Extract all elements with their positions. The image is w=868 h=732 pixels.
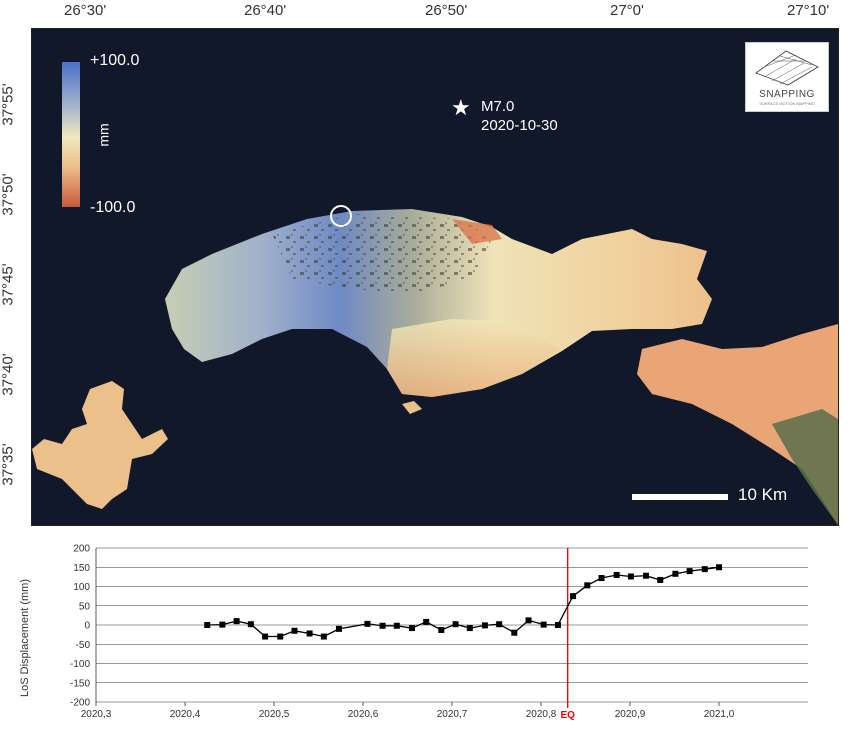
x-tick-label: 2020,5	[259, 709, 290, 720]
data-point	[320, 633, 327, 640]
lon-tick-label: 27°10'	[787, 2, 830, 19]
lat-tick-label: 37°50'	[0, 173, 17, 216]
data-point	[525, 617, 532, 624]
y-tick-label: 50	[79, 601, 91, 612]
x-tick-label: 2020,9	[615, 709, 646, 720]
snapping-logo: SNAPPING SURFACE MOTION MAPPING	[745, 42, 829, 112]
data-point	[408, 625, 415, 632]
series-line	[207, 566, 720, 638]
data-point	[204, 622, 211, 628]
data-point	[584, 582, 591, 589]
lon-tick-label: 26°40'	[244, 2, 287, 19]
data-point	[701, 566, 708, 573]
data-point	[466, 625, 473, 632]
legend-min-label: -100.0	[90, 199, 136, 216]
data-point	[291, 627, 298, 634]
data-point	[613, 571, 620, 578]
mesh-logo-icon	[755, 50, 819, 86]
data-point	[686, 568, 693, 575]
data-point	[627, 573, 634, 580]
earthquake-date: 2020-10-30	[481, 117, 558, 134]
island-shapes	[32, 205, 838, 525]
timeseries-location-marker[interactable]	[330, 205, 352, 227]
scale-bar-label: 10 Km	[738, 485, 788, 504]
color-scale-bar	[62, 62, 80, 207]
data-point	[364, 620, 371, 627]
lon-tick-label: 26°30'	[64, 2, 107, 19]
y-tick-label: -200	[70, 698, 90, 709]
data-point	[335, 625, 342, 632]
lon-tick-label: 27°0'	[610, 2, 644, 19]
displacement-map[interactable]: +100.0 -100.0 mm ★ M7.0 2020-10-30 SNAPP…	[31, 28, 839, 526]
x-tick-label: 2020,8	[526, 709, 557, 720]
data-point	[570, 593, 577, 600]
data-point	[247, 621, 254, 628]
data-point	[496, 621, 503, 628]
lon-tick-label: 26°50'	[425, 2, 468, 19]
data-point	[438, 627, 445, 634]
data-point	[554, 622, 561, 628]
y-tick-label: -50	[76, 640, 91, 651]
logo-subtitle: SURFACE MOTION MAPPING	[759, 101, 815, 106]
y-tick-label: 200	[73, 544, 90, 555]
west-islands	[32, 381, 168, 509]
y-tick-label: 150	[73, 563, 90, 574]
data-point	[306, 630, 313, 637]
data-point	[277, 633, 284, 640]
data-point	[511, 629, 518, 636]
data-point	[219, 621, 226, 628]
scale-bar	[632, 494, 728, 500]
data-point	[452, 621, 459, 628]
data-point	[379, 622, 386, 629]
data-point	[233, 618, 240, 625]
star-icon[interactable]: ★	[451, 95, 471, 120]
y-tick-label: 100	[73, 582, 90, 593]
eq-marker-label: EQ	[560, 710, 575, 721]
y-axis-label: LoS Displacement (mm)	[19, 579, 31, 697]
y-tick-label: -100	[70, 659, 90, 670]
earthquake-magnitude: M7.0	[481, 98, 515, 115]
lat-tick-label: 37°45'	[0, 263, 17, 306]
data-point	[423, 618, 430, 625]
y-tick-label: 0	[84, 621, 90, 632]
data-point	[716, 564, 722, 571]
x-tick-label: 2020,7	[437, 709, 468, 720]
legend-unit-label: mm	[95, 123, 112, 147]
data-point	[393, 622, 400, 629]
data-point	[598, 575, 605, 582]
legend-max-label: +100.0	[90, 52, 140, 69]
x-tick-label: 2021,0	[704, 709, 735, 720]
east-coastline	[637, 324, 838, 525]
lat-tick-label: 37°35'	[0, 443, 17, 486]
x-tick-label: 2020,6	[348, 709, 379, 720]
data-point	[481, 622, 488, 629]
logo-title: SNAPPING	[759, 89, 815, 100]
lat-tick-label: 37°55'	[0, 83, 17, 126]
data-point	[643, 572, 650, 579]
data-point	[262, 633, 269, 640]
earthquake-label: M7.0 2020-10-30	[481, 97, 558, 135]
data-point	[672, 570, 679, 577]
lat-tick-label: 37°40'	[0, 353, 17, 396]
data-point	[540, 621, 547, 628]
data-point	[657, 576, 664, 583]
y-tick-label: -150	[70, 678, 90, 689]
x-tick-label: 2020,4	[170, 709, 201, 720]
x-tick-label: 2020,3	[81, 709, 112, 720]
